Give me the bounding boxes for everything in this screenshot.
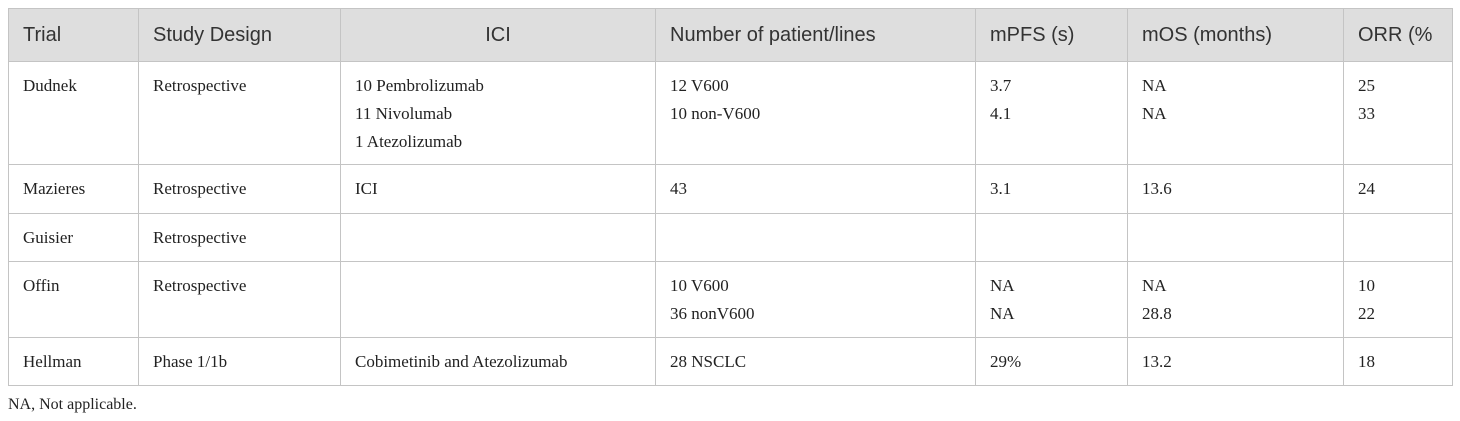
table-row: Hellman Phase 1/1b Cobimetinib and Atezoli… <box>8 337 1453 386</box>
table-cell: 13.6 <box>1127 164 1344 214</box>
table-cell: 28 NSCLC <box>655 337 976 386</box>
table-cell: 12 V600 10 non-V600 <box>655 61 976 165</box>
table-row: Guisier Retrospective <box>8 213 1453 262</box>
table-cell: Retrospective <box>138 213 341 262</box>
table-cell: 3.7 4.1 <box>975 61 1128 165</box>
table-cell: 13.2 <box>1127 337 1344 386</box>
column-header: ORR (% <box>1343 8 1453 62</box>
table-cell: 43 <box>655 164 976 214</box>
data-table: Trial Study Design ICI Number of patient/li… <box>8 8 1453 386</box>
table-cell: NA NA <box>1127 61 1344 165</box>
empty-cell <box>1343 213 1453 262</box>
column-header: ICI <box>340 8 656 62</box>
table-cell: 18 <box>1343 337 1453 386</box>
empty-cell <box>340 261 656 338</box>
table-cell: Phase 1/1b <box>138 337 341 386</box>
header-row: Trial Study Design ICI Number of patient/li… <box>8 8 1453 62</box>
table-cell: 24 <box>1343 164 1453 214</box>
table-cell: Retrospective <box>138 261 341 338</box>
table-cell: Retrospective <box>138 61 341 165</box>
table-cell: 10 V600 36 nonV600 <box>655 261 976 338</box>
column-header: Study Design <box>138 8 341 62</box>
table-body: Dudnek Retrospective 10 Pembrolizumab 11 N… <box>8 61 1453 386</box>
column-header: Number of patient/lines <box>655 8 976 62</box>
table-cell: Dudnek <box>8 61 139 165</box>
table-cell: Retrospective <box>138 164 341 214</box>
empty-cell <box>1127 213 1344 262</box>
column-header: mPFS (s) <box>975 8 1128 62</box>
table-cell: Mazieres <box>8 164 139 214</box>
table-row: Offin Retrospective 10 V600 36 nonV600 NA N… <box>8 261 1453 338</box>
table-cell: Offin <box>8 261 139 338</box>
table-cell: 10 22 <box>1343 261 1453 338</box>
table-row: Dudnek Retrospective 10 Pembrolizumab 11 N… <box>8 61 1453 165</box>
table-cell: ICI <box>340 164 656 214</box>
table-cell: Guisier <box>8 213 139 262</box>
table-row: Mazieres Retrospective ICI 43 3.1 13.6 24 <box>8 164 1453 214</box>
table-cell: NA 28.8 <box>1127 261 1344 338</box>
column-header: mOS (months) <box>1127 8 1344 62</box>
table-cell: NA NA <box>975 261 1128 338</box>
table-cell: 10 Pembrolizumab 11 Nivolumab 1 Atezoliz… <box>340 61 656 165</box>
table-cell: 3.1 <box>975 164 1128 214</box>
empty-cell <box>655 213 976 262</box>
table-cell: 29% <box>975 337 1128 386</box>
empty-cell <box>975 213 1128 262</box>
empty-cell <box>340 213 656 262</box>
column-header: Trial <box>8 8 139 62</box>
table-cell: Hellman <box>8 337 139 386</box>
table-cell: Cobimetinib and Atezolizumab <box>340 337 656 386</box>
table-cell: 25 33 <box>1343 61 1453 165</box>
footnote: NA, Not applicable. <box>8 396 137 413</box>
